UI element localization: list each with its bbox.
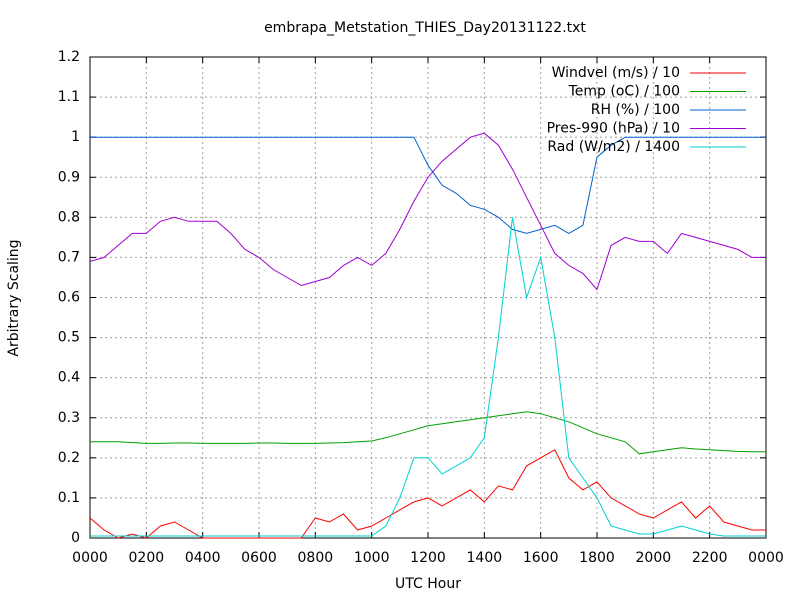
series-line	[89, 449, 766, 539]
y-tick-label: 0.5	[58, 330, 80, 346]
legend-label: Windvel (m/s) / 10	[552, 65, 680, 81]
legend-label: Rad (W/m2) / 1400	[547, 139, 680, 155]
series-line	[90, 411, 766, 455]
y-tick-label: 0.7	[58, 249, 80, 265]
x-tick-label: 0800	[298, 550, 334, 566]
y-tick-label: 0.1	[58, 490, 80, 506]
x-tick-label: 0000	[72, 550, 108, 566]
y-tick-label: 0.4	[58, 370, 80, 386]
y-tick-label: 0.8	[58, 209, 80, 225]
series-line	[90, 217, 766, 537]
legend-label: Pres-990 (hPa) / 10	[547, 121, 680, 137]
legend-label: RH (%) / 100	[591, 102, 680, 118]
y-axis-label: Arbitrary Scaling	[6, 239, 22, 356]
y-tick-label: 0.6	[58, 290, 80, 306]
series-line	[89, 132, 766, 291]
plot-frame	[89, 56, 767, 539]
x-tick-label: 2200	[692, 550, 728, 566]
y-tick-label: 0	[71, 530, 80, 546]
y-tick-label: 1	[71, 129, 80, 145]
y-tick-label: 0.2	[58, 450, 80, 466]
x-tick-label: 1600	[523, 550, 559, 566]
x-tick-label: 0200	[129, 550, 165, 566]
y-tick-label: 1.1	[58, 89, 80, 105]
x-tick-label: 2000	[636, 550, 672, 566]
legend-label: Temp (oC) / 100	[568, 84, 680, 100]
x-tick-label: 0600	[241, 550, 277, 566]
x-axis-label: UTC Hour	[395, 576, 461, 592]
chart-title: embrapa_Metstation_THIES_Day20131122.txt	[264, 20, 586, 36]
y-tick-label: 0.3	[58, 410, 80, 426]
x-tick-label: 0000	[748, 550, 784, 566]
x-tick-label: 0400	[185, 550, 221, 566]
y-tick-label: 0.9	[58, 169, 80, 185]
x-tick-label: 1400	[467, 550, 503, 566]
x-tick-label: 1000	[354, 550, 390, 566]
series-line	[90, 136, 766, 234]
y-tick-label: 1.2	[58, 49, 80, 65]
x-tick-label: 1200	[410, 550, 446, 566]
x-tick-label: 1800	[579, 550, 615, 566]
